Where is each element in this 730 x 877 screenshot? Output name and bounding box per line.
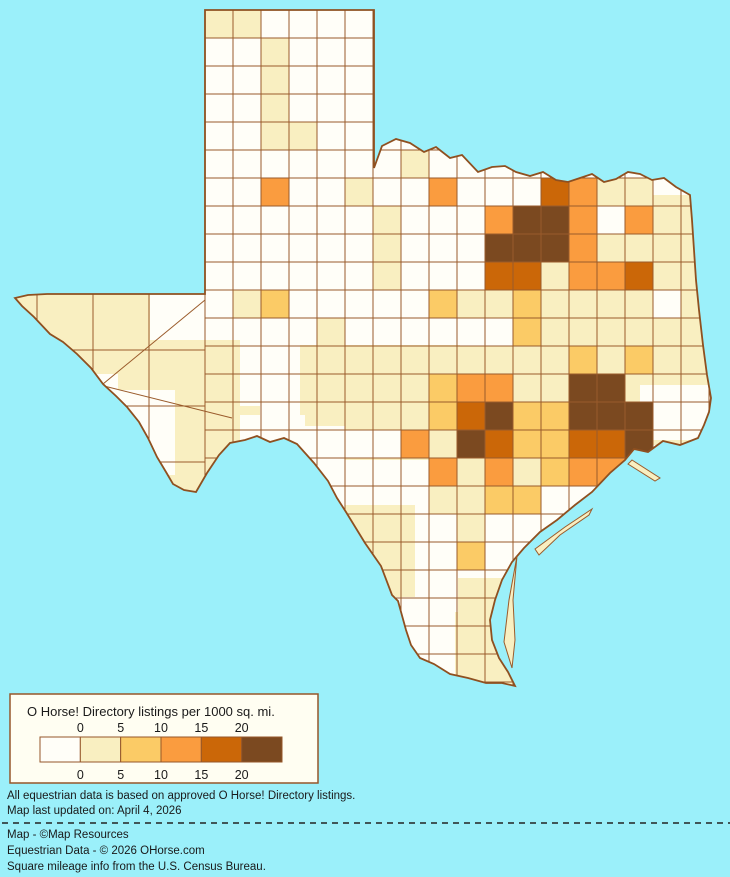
- census-credit: Square mileage info from the U.S. Census…: [7, 861, 266, 873]
- legend-swatch-b: [241, 736, 283, 763]
- legend-tick-label: 5: [117, 721, 124, 735]
- texas-state-outline: [13, 9, 712, 688]
- legend-title: O Horse! Directory listings per 1000 sq.…: [27, 704, 275, 719]
- legend-swatch-o: [160, 736, 202, 763]
- legend-tick-label: 20: [235, 721, 249, 735]
- legend-tick-label: 10: [154, 721, 168, 735]
- legend-swatch-d: [200, 736, 243, 763]
- legend-color-swatches: [39, 736, 283, 763]
- legend-box: O Horse! Directory listings per 1000 sq.…: [9, 693, 319, 784]
- legend-tick-labels: 0 0 5 5 10 10 15 15 20 20: [77, 721, 249, 782]
- equestrian-data-credit: Equestrian Data - © 2026 OHorse.com: [7, 845, 205, 857]
- legend-tick-label: 0: [77, 768, 84, 782]
- legend-tick-label: 15: [194, 721, 208, 735]
- legend-tick-label: 10: [154, 768, 168, 782]
- barrier-islands: [503, 459, 661, 669]
- legend-swatch-w: [39, 736, 81, 763]
- map-annotations: All equestrian data is based on approved…: [2, 790, 730, 873]
- map-credit: Map - ©Map Resources: [7, 829, 129, 841]
- last-updated-note: Map last updated on: April 4, 2026: [7, 805, 182, 817]
- legend-swatch-p: [79, 736, 122, 763]
- legend-tick-label: 20: [235, 768, 249, 782]
- legend-tick-label: 0: [77, 721, 84, 735]
- legend-tick-label: 15: [194, 768, 208, 782]
- legend-tick-label: 5: [117, 768, 124, 782]
- legend-swatch-l: [120, 736, 162, 763]
- data-source-note: All equestrian data is based on approved…: [7, 790, 355, 802]
